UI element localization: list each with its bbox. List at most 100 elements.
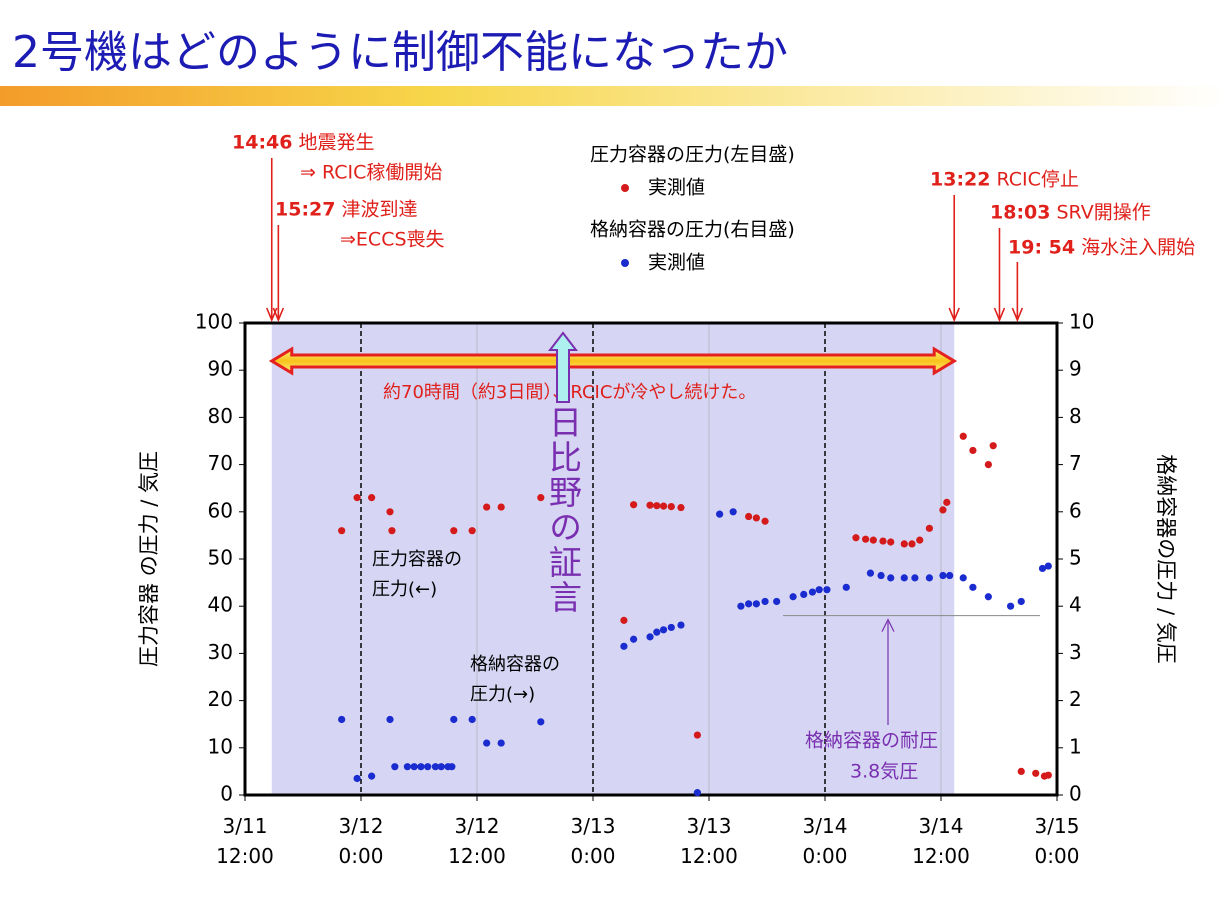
x-tick-line: 12:00 <box>680 844 738 868</box>
data-point <box>761 597 769 606</box>
data-point <box>745 512 753 521</box>
data-point <box>353 774 361 783</box>
x-tick-line: 0:00 <box>339 844 384 868</box>
data-point <box>646 501 654 509</box>
x-tick-line: 3/13 <box>687 814 732 838</box>
event-label: RCIC停止 <box>996 169 1078 191</box>
data-point <box>789 593 797 601</box>
data-point <box>410 763 418 771</box>
legend-label: 実測値 <box>648 252 705 274</box>
legend-marker <box>621 259 629 267</box>
data-point <box>468 527 476 535</box>
limit-arrowhead <box>881 618 895 632</box>
data-point <box>448 763 456 771</box>
data-point <box>1032 769 1040 777</box>
data-point <box>869 536 877 544</box>
data-point <box>879 537 887 545</box>
legend-title: 格納容器の圧力(右目盛) <box>590 219 795 241</box>
data-point <box>887 538 895 546</box>
data-point <box>368 494 376 502</box>
legend-label: 実測値 <box>648 177 705 199</box>
data-point <box>338 715 346 724</box>
x-tick-line: 0:00 <box>1035 844 1080 868</box>
data-point <box>808 588 817 596</box>
event-arrowhead <box>993 307 1006 323</box>
y2-tick-label: 3 <box>1069 640 1082 664</box>
x-tick-line: 12:00 <box>216 844 274 868</box>
data-point <box>984 593 992 601</box>
vessel-note: 圧力容器の <box>372 549 462 570</box>
data-point <box>620 642 628 650</box>
data-point <box>911 574 919 582</box>
data-point <box>1044 771 1052 779</box>
y-tick-label: 90 <box>208 357 233 381</box>
y2-tick-label: 10 <box>1069 310 1094 334</box>
x-tick-label: 3/12 0:00 <box>339 814 384 868</box>
x-tick-label: 3/14 12:00 <box>912 814 970 868</box>
data-point <box>866 569 875 577</box>
x-tick-label: 3/14 0:00 <box>803 814 848 868</box>
data-point <box>353 494 361 502</box>
event-label: SRV開操作 <box>1056 202 1150 224</box>
x-tick-line: 12:00 <box>448 844 506 868</box>
title-bar <box>0 86 1227 106</box>
data-point <box>1044 562 1052 570</box>
data-point <box>667 503 675 511</box>
y2-tick-label: 8 <box>1069 404 1082 428</box>
y-tick-label: 30 <box>208 640 233 664</box>
x-tick-label: 3/15 0:00 <box>1035 814 1080 868</box>
y-tick-label: 40 <box>208 593 233 617</box>
data-point <box>939 506 947 514</box>
data-point <box>1007 602 1015 610</box>
data-point <box>815 586 823 594</box>
data-point <box>852 534 860 542</box>
data-point <box>483 739 491 747</box>
y-tick-label: 100 <box>195 310 233 334</box>
data-point <box>1017 597 1025 606</box>
y2-tick-label: 9 <box>1069 357 1082 381</box>
data-point <box>403 763 411 771</box>
y2-tick-label: 7 <box>1069 451 1082 475</box>
event-time: 14:46 <box>232 132 292 154</box>
y-tick-label: 0 <box>220 782 233 806</box>
event-label: 地震発生 <box>298 132 374 154</box>
data-point <box>368 772 376 780</box>
data-point <box>630 501 638 509</box>
x-tick-label: 3/13 12:00 <box>680 814 738 868</box>
data-point <box>969 446 977 455</box>
y-tick-label: 50 <box>208 546 233 570</box>
data-point <box>424 763 432 771</box>
event-arrowhead <box>272 307 285 323</box>
data-point <box>667 623 675 632</box>
data-point <box>887 574 895 582</box>
event-label: ⇒ECCS喪失 <box>340 229 445 251</box>
data-point <box>693 731 702 739</box>
x-tick-line: 3/11 <box>223 814 268 838</box>
data-point <box>537 494 545 502</box>
x-tick-label: 3/11 12:00 <box>216 814 274 868</box>
data-point <box>388 527 396 535</box>
data-point <box>437 763 445 771</box>
data-point <box>842 583 850 591</box>
containment-note: 格納容器の <box>470 654 560 675</box>
x-tick-label: 3/13 0:00 <box>571 814 616 868</box>
event-arrowhead <box>948 307 960 323</box>
testimony: 日比野の証言 <box>544 405 583 615</box>
legend-title: 圧力容器の圧力(左目盛) <box>590 144 795 166</box>
y2-tick-label: 4 <box>1069 593 1082 617</box>
data-point <box>773 597 781 606</box>
data-point <box>900 540 908 548</box>
data-point <box>659 502 668 510</box>
data-point <box>752 600 760 608</box>
data-point <box>391 763 399 771</box>
data-point <box>630 635 638 643</box>
data-point <box>338 527 346 535</box>
y-axis-label: 圧力容器 の圧力 / 気圧 <box>137 451 161 667</box>
data-point <box>659 626 668 634</box>
y2-tick-label: 1 <box>1069 734 1082 758</box>
data-point <box>431 763 440 771</box>
event-label: 海水注入開始 <box>1081 237 1195 259</box>
data-point <box>386 508 394 516</box>
data-point <box>745 600 753 608</box>
